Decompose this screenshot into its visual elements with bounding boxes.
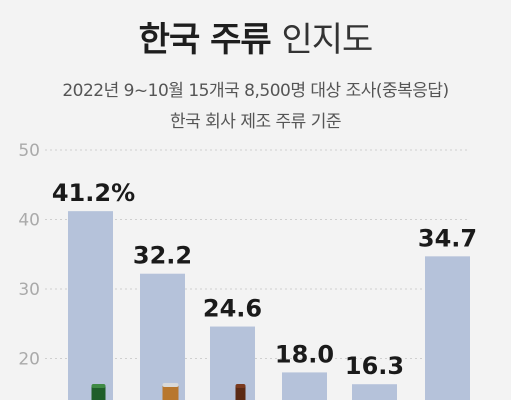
bottle-icons: [91, 383, 246, 400]
bar-value-label-4: 18.0: [275, 340, 334, 368]
brown-bottle-icon: [235, 384, 246, 400]
y-tick-20: 20: [18, 350, 40, 370]
y-tick-30: 30: [18, 280, 40, 300]
bar-value-label-3: 24.6: [203, 295, 262, 323]
bar-2: [140, 273, 185, 400]
y-axis-ticks: 50 40 30 20: [18, 141, 40, 370]
bar-value-label-1: 41.2%: [52, 179, 135, 207]
bar-6: [425, 256, 470, 400]
bars: [68, 211, 470, 400]
chart-note: 한국 회사 제조 주류 기준: [169, 112, 342, 132]
bar-4: [282, 372, 327, 400]
gridlines: [45, 149, 470, 359]
title-strong: 한국 주류: [138, 20, 272, 60]
bar-value-label-2: 32.2: [133, 242, 192, 270]
y-tick-40: 40: [18, 211, 40, 231]
chart-title: 한국 주류 인지도: [0, 20, 511, 60]
bar-5: [352, 384, 397, 400]
bar-value-label-6: 34.7: [418, 224, 477, 252]
title-light: 인지도: [281, 20, 373, 60]
chart-subtitle: 2022년 9~10월 15개국 8,500명 대상 조사(중복응답): [62, 81, 449, 101]
green-bottle-icon: [91, 384, 106, 400]
bar-3: [210, 326, 255, 400]
bar-1: [68, 211, 113, 400]
amber-can-icon: [162, 383, 179, 400]
bar-value-label-5: 16.3: [345, 352, 404, 380]
bar-labels: 41.2% 32.2 24.6 18.0 16.3 34.7: [52, 179, 477, 380]
y-tick-50: 50: [18, 141, 40, 161]
